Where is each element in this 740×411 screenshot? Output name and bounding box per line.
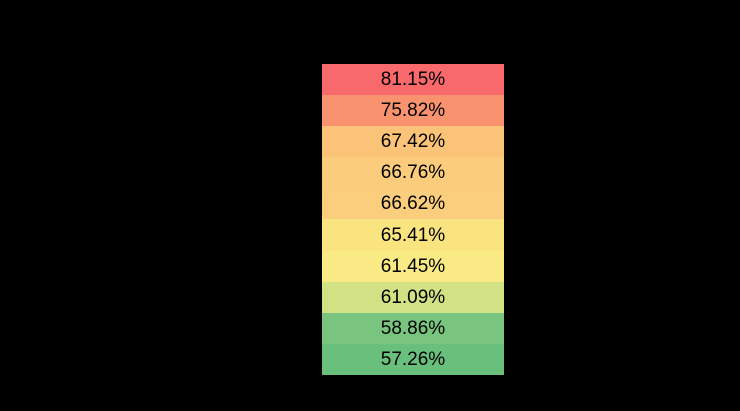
heatmap-cell: 61.09% [322, 281, 504, 313]
heatmap-cell-value: 66.62% [380, 193, 446, 215]
heatmap-cell: 57.26% [322, 343, 504, 375]
heatmap-cell-value: 66.76% [380, 162, 446, 184]
heatmap-cell-value: 81.15% [380, 69, 446, 91]
heatmap-cell-value: 61.45% [380, 255, 446, 277]
heatmap-cell-value: 57.26% [380, 348, 446, 370]
heatmap-cell: 61.45% [322, 250, 504, 282]
heatmap-cell: 81.15% [322, 64, 504, 96]
heatmap-cell-value: 61.09% [380, 286, 446, 308]
heatmap-cell-value: 65.41% [380, 224, 446, 246]
heatmap-cell: 58.86% [322, 312, 504, 344]
heatmap-column: 81.15% 75.82% 67.42% 66.76% 66.62% 65.41% 61.4… [322, 64, 504, 375]
heatmap-cell: 65.41% [322, 219, 504, 251]
heatmap-cell-value: 67.42% [380, 131, 446, 153]
heatmap-cell: 67.42% [322, 126, 504, 158]
heatmap-cell: 75.82% [322, 95, 504, 127]
heatmap-cell: 66.62% [322, 188, 504, 220]
heatmap-cell-value: 75.82% [380, 100, 446, 122]
heatmap-cell-value: 58.86% [380, 317, 446, 339]
heatmap-cell: 66.76% [322, 157, 504, 189]
